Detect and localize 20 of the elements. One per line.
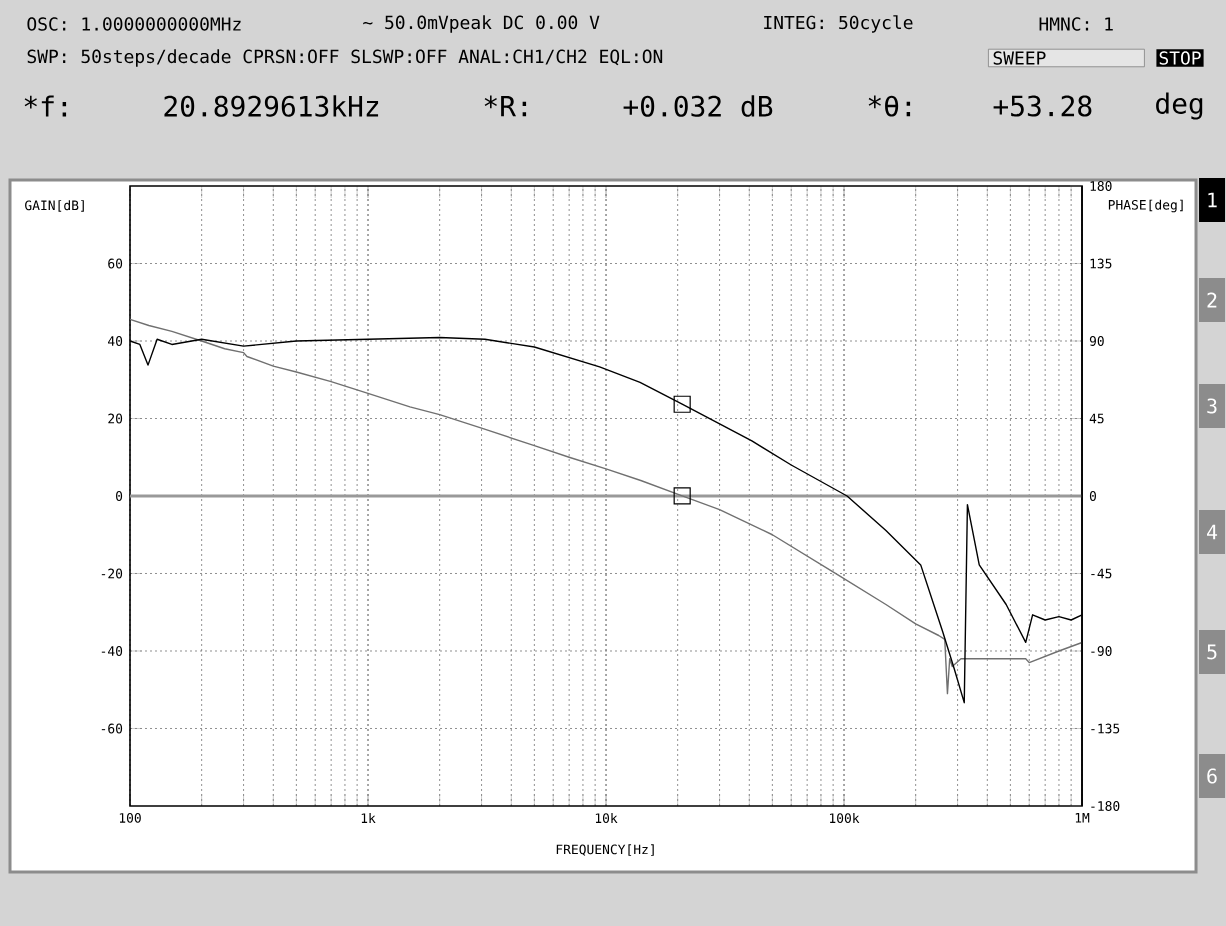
text: SWEEP [993,51,1046,65]
text: +53.28 [993,95,1092,117]
text: OSC: 1.0000000000MHz [27,17,241,31]
text: deg [1156,92,1203,120]
text: HMNC: 1 [1039,17,1113,31]
text: 3 [1207,398,1217,414]
text: ∼ 50.0mVpeak DC 0.00 V [363,15,600,33]
text: 20.8929613kHz [164,95,379,117]
text: 1 [1208,192,1217,208]
text: INTEG: 50cycle [764,15,913,33]
text: 5 [1207,644,1217,660]
text: SWP: 50steps/decade CPRSN:OFF SLSWP:OFF ANAL:CH1/CH2 EQL:ON [27,49,663,67]
text: 4 [1207,524,1218,540]
text: 6 [1207,768,1217,784]
text: *R: [484,95,527,117]
text: STOP [1159,51,1201,65]
text: +0.032 dB [623,95,773,117]
text: 2 [1207,292,1217,308]
text: *f: [24,95,67,117]
text: *θ: [868,95,911,117]
